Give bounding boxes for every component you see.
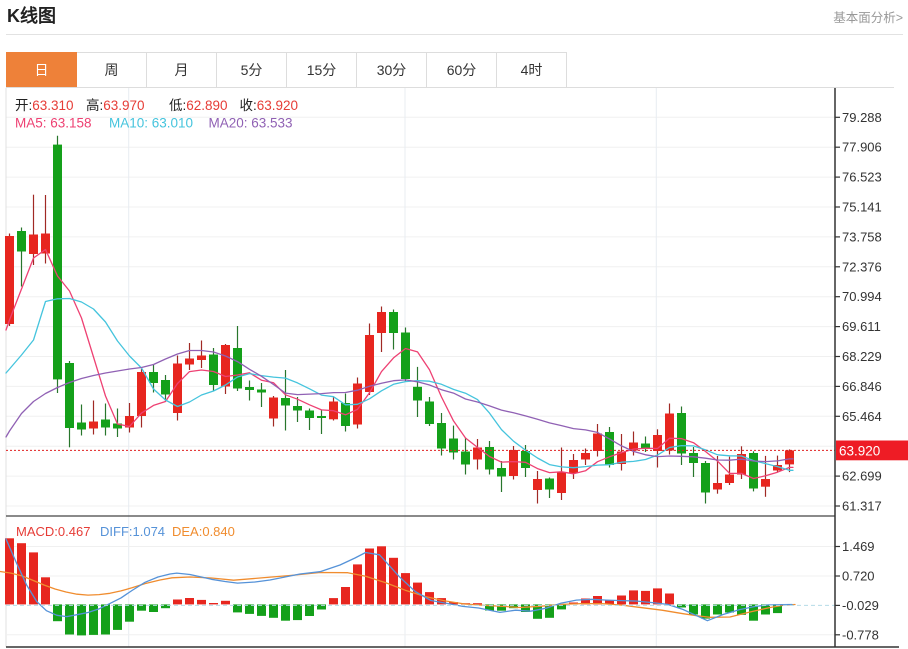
svg-text:MA10: 63.010: MA10: 63.010 <box>109 116 193 131</box>
svg-text:0.720: 0.720 <box>842 569 875 584</box>
svg-text:68.229: 68.229 <box>842 349 882 364</box>
svg-text:-0.778: -0.778 <box>842 627 879 642</box>
svg-text:76.523: 76.523 <box>842 170 882 185</box>
svg-text:高:63.970: 高:63.970 <box>86 97 145 113</box>
svg-text:低:62.890: 低:62.890 <box>169 98 228 113</box>
svg-text:75.141: 75.141 <box>842 200 882 215</box>
svg-text:MACD:0.467: MACD:0.467 <box>16 524 90 539</box>
svg-text:MA20: 63.533: MA20: 63.533 <box>209 116 293 131</box>
svg-text:DIFF:1.074: DIFF:1.074 <box>100 524 165 539</box>
svg-text:79.288: 79.288 <box>842 110 882 125</box>
svg-text:69.611: 69.611 <box>842 319 881 334</box>
svg-text:66.846: 66.846 <box>842 379 882 394</box>
svg-text:1.469: 1.469 <box>842 539 875 554</box>
svg-text:61.317: 61.317 <box>842 499 882 514</box>
svg-text:收:63.920: 收:63.920 <box>240 98 299 113</box>
svg-text:-0.029: -0.029 <box>842 598 879 613</box>
svg-text:DEA:0.840: DEA:0.840 <box>172 524 235 539</box>
svg-text:77.906: 77.906 <box>842 140 882 155</box>
svg-text:MA5: 63.158: MA5: 63.158 <box>15 116 92 131</box>
svg-text:63.920: 63.920 <box>839 443 880 458</box>
svg-text:65.464: 65.464 <box>842 409 882 424</box>
svg-text:62.699: 62.699 <box>842 469 882 484</box>
svg-text:开:63.310: 开:63.310 <box>15 98 74 113</box>
svg-text:70.994: 70.994 <box>842 289 882 304</box>
svg-text:72.376: 72.376 <box>842 259 882 274</box>
svg-text:73.758: 73.758 <box>842 229 882 244</box>
